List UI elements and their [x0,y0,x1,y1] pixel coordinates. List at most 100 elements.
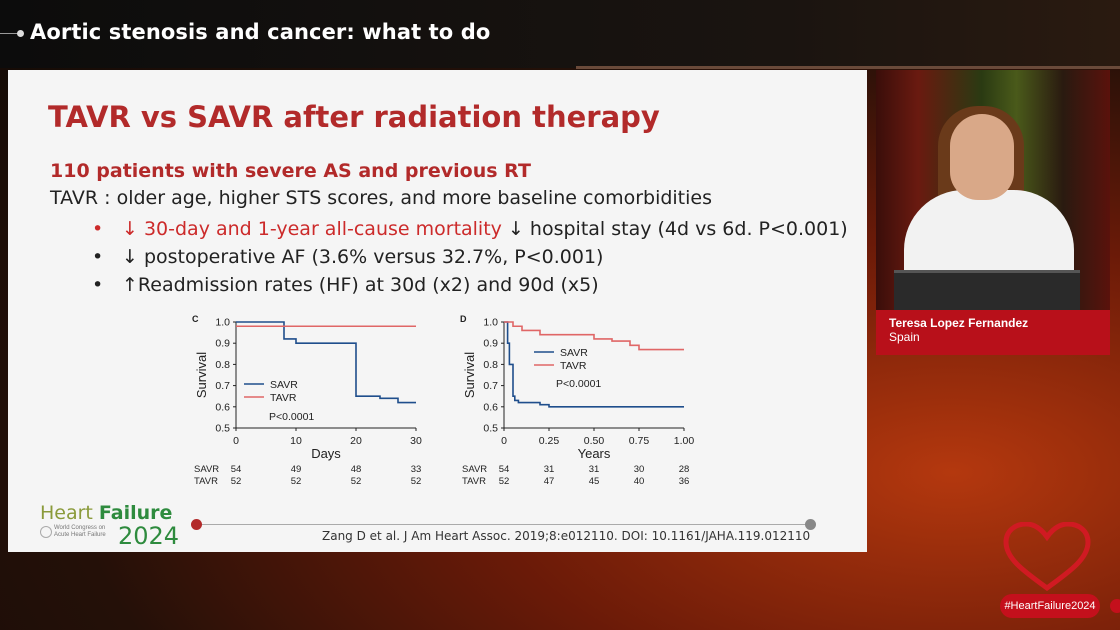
survival-chart-c: C 0.5 0.6 0.7 0.8 0.9 1.0 0 10 20 30 Days Survival SA… [186,310,446,488]
series-line-tavr [504,321,684,351]
risk-value: 45 [589,476,600,487]
y-tick-label: 0.9 [215,338,230,350]
logo-wordmark: Heart Failure [40,502,172,524]
risk-row-label: TAVR [462,476,486,487]
bullet-text: ↑Readmission rates (HF) at 30d (x2) and … [122,274,599,296]
header-bar: Aortic stenosis and cancer: what to do [0,0,1120,69]
logo-year: 2024 [118,522,180,550]
bullet-item: • ↑Readmission rates (HF) at 30d (x2) and… [92,271,848,299]
p-value-annotation: P<0.0001 [556,378,601,390]
slide-subtitle: 110 patients with severe AS and previous… [50,160,531,182]
risk-value: 52 [291,476,302,487]
risk-value: 40 [634,476,645,487]
risk-row-label: SAVR [194,464,219,475]
bullet-marker: • [92,274,104,296]
bullet-list: • ↓ 30-day and 1-year all-cause mortality… [92,215,848,299]
y-axis-label: Survival [194,352,209,398]
session-title: Aortic stenosis and cancer: what to do [30,20,491,44]
risk-value: 28 [679,464,690,475]
y-tick-label: 1.0 [215,317,230,329]
logo-subtitle: World Congress on Acute Heart Failure [54,525,106,538]
risk-row-label: SAVR [462,464,487,475]
km-plot-svg: C 0.5 0.6 0.7 0.8 0.9 1.0 0 10 20 30 Days Survival SA… [192,314,422,487]
logo-word-failure: Failure [98,502,173,524]
y-tick-label: 0.7 [483,380,498,392]
hashtag-badge: #HeartFailure2024 [1000,594,1100,618]
risk-value: 48 [351,464,362,475]
y-tick-label: 0.6 [483,401,498,413]
podium [894,270,1080,310]
x-tick-label: 0.75 [629,435,650,447]
risk-value: 52 [351,476,362,487]
risk-row-label: TAVR [194,476,218,487]
x-axis-label: Years [578,446,611,461]
progress-end-dot [805,519,816,530]
logo-circle-icon [40,526,52,538]
x-tick-label: 0 [501,435,507,447]
x-tick-label: 0.25 [539,435,560,447]
slide-title: TAVR vs SAVR after radiation therapy [48,100,660,134]
y-tick-label: 1.0 [483,317,498,329]
header-rule [576,66,1120,69]
risk-value: 31 [589,464,600,475]
x-axis-label: Days [311,446,341,461]
panel-label: D [460,314,467,324]
panel-label: C [192,314,199,324]
logo-word-heart: Heart [40,502,99,524]
legend-label: SAVR [560,347,588,359]
y-tick-label: 0.5 [483,423,498,435]
risk-value: 31 [544,464,555,475]
y-tick-label: 0.9 [483,338,498,350]
risk-value: 30 [634,464,645,475]
p-value-annotation: P<0.0001 [269,411,314,423]
bullet-highlight: ↓ 30-day and 1-year all-cause mortality [122,218,502,240]
bullet-text: ↓ postoperative AF (3.6% versus 32.7%, P… [122,246,604,268]
bullet-marker: • [92,246,104,268]
speaker-country: Spain [889,330,920,344]
y-tick-label: 0.7 [215,380,230,392]
header-dot [17,30,24,37]
bullet-marker: • [92,218,104,240]
citation: Zang D et al. J Am Heart Assoc. 2019;8:e… [322,529,811,543]
series-line-savr [236,321,416,404]
risk-value: 52 [499,476,510,487]
y-axis-label: Survival [462,352,477,398]
slide-lead-text: TAVR : older age, higher STS scores, and… [50,187,713,209]
speaker-face [950,114,1014,200]
risk-value: 47 [544,476,555,487]
x-tick-label: 0 [233,435,239,447]
bullet-item: • ↓ 30-day and 1-year all-cause mortality… [92,215,848,243]
risk-value: 49 [291,464,302,475]
legend-label: TAVR [560,360,587,372]
risk-value: 54 [499,464,510,475]
risk-value: 54 [231,464,242,475]
x-tick-label: 0.50 [584,435,605,447]
legend-label: SAVR [270,379,298,391]
risk-value: 52 [411,476,422,487]
heart-failure-logo: Heart Failure World Congress on Acute He… [40,502,179,550]
x-tick-label: 1.00 [674,435,695,447]
y-tick-label: 0.6 [215,401,230,413]
speaker-name: Teresa Lopez Fernandez [889,316,1029,330]
risk-value: 52 [231,476,242,487]
series-line-savr [504,321,684,408]
hashtag-dot [1110,599,1120,613]
progress-line [198,524,810,525]
km-plot-svg: D0.50.60.70.80.91.00 0.25 0.50 0.75 1.00Year… [460,314,695,487]
x-tick-label: 20 [350,435,362,447]
x-tick-label: 10 [290,435,302,447]
survival-chart-d: D 0.5 0.6 0.7 0.8 0.9 1.0 0 0.25 0.50 0.75 1.00 Year… [454,310,714,488]
risk-value: 36 [679,476,690,487]
risk-value: 33 [411,464,422,475]
y-tick-label: 0.5 [215,423,230,435]
bullet-text: ↓ hospital stay (4d vs 6d. P<0.001) [501,218,848,240]
x-tick-label: 30 [410,435,422,447]
header-dash [0,33,20,34]
presentation-slide: TAVR vs SAVR after radiation therapy 110… [8,70,867,552]
heart-logo-icon [1003,522,1091,592]
y-tick-label: 0.8 [215,359,230,371]
speaker-video: Teresa Lopez Fernandez Spain [876,70,1110,355]
bullet-item: • ↓ postoperative AF (3.6% versus 32.7%, … [92,243,848,271]
legend-label: TAVR [270,392,297,404]
y-tick-label: 0.8 [483,359,498,371]
